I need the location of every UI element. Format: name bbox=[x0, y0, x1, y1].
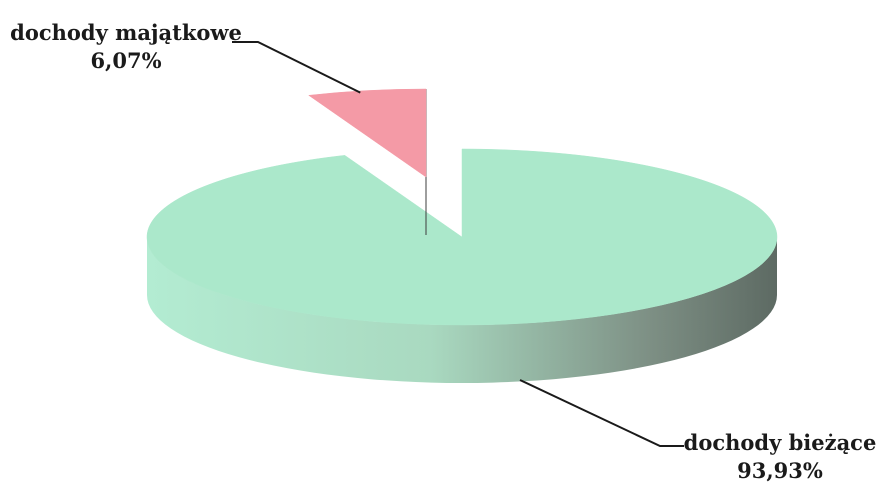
pie-slice-1 bbox=[308, 88, 427, 235]
slice-label-dochody-biezace: dochody bieżące bbox=[684, 430, 877, 455]
slice-top-dochody-bieżące bbox=[146, 148, 778, 326]
slice-label-dochody-majatkowe: dochody majątkowe bbox=[10, 20, 242, 45]
slices-layer bbox=[146, 88, 778, 383]
slice-value-dochody-biezace: 93,93% bbox=[737, 458, 823, 483]
slice-value-dochody-majatkowe: 6,07% bbox=[90, 48, 161, 73]
slice-outer-side bbox=[147, 237, 777, 383]
leader-lines bbox=[232, 41, 684, 447]
leader-line-dochody-majatkowe bbox=[232, 41, 361, 94]
leader-line-dochody-biezace bbox=[519, 379, 684, 447]
slice-top-dochody-majątkowe bbox=[308, 88, 427, 178]
pie-slice-0 bbox=[146, 148, 778, 383]
